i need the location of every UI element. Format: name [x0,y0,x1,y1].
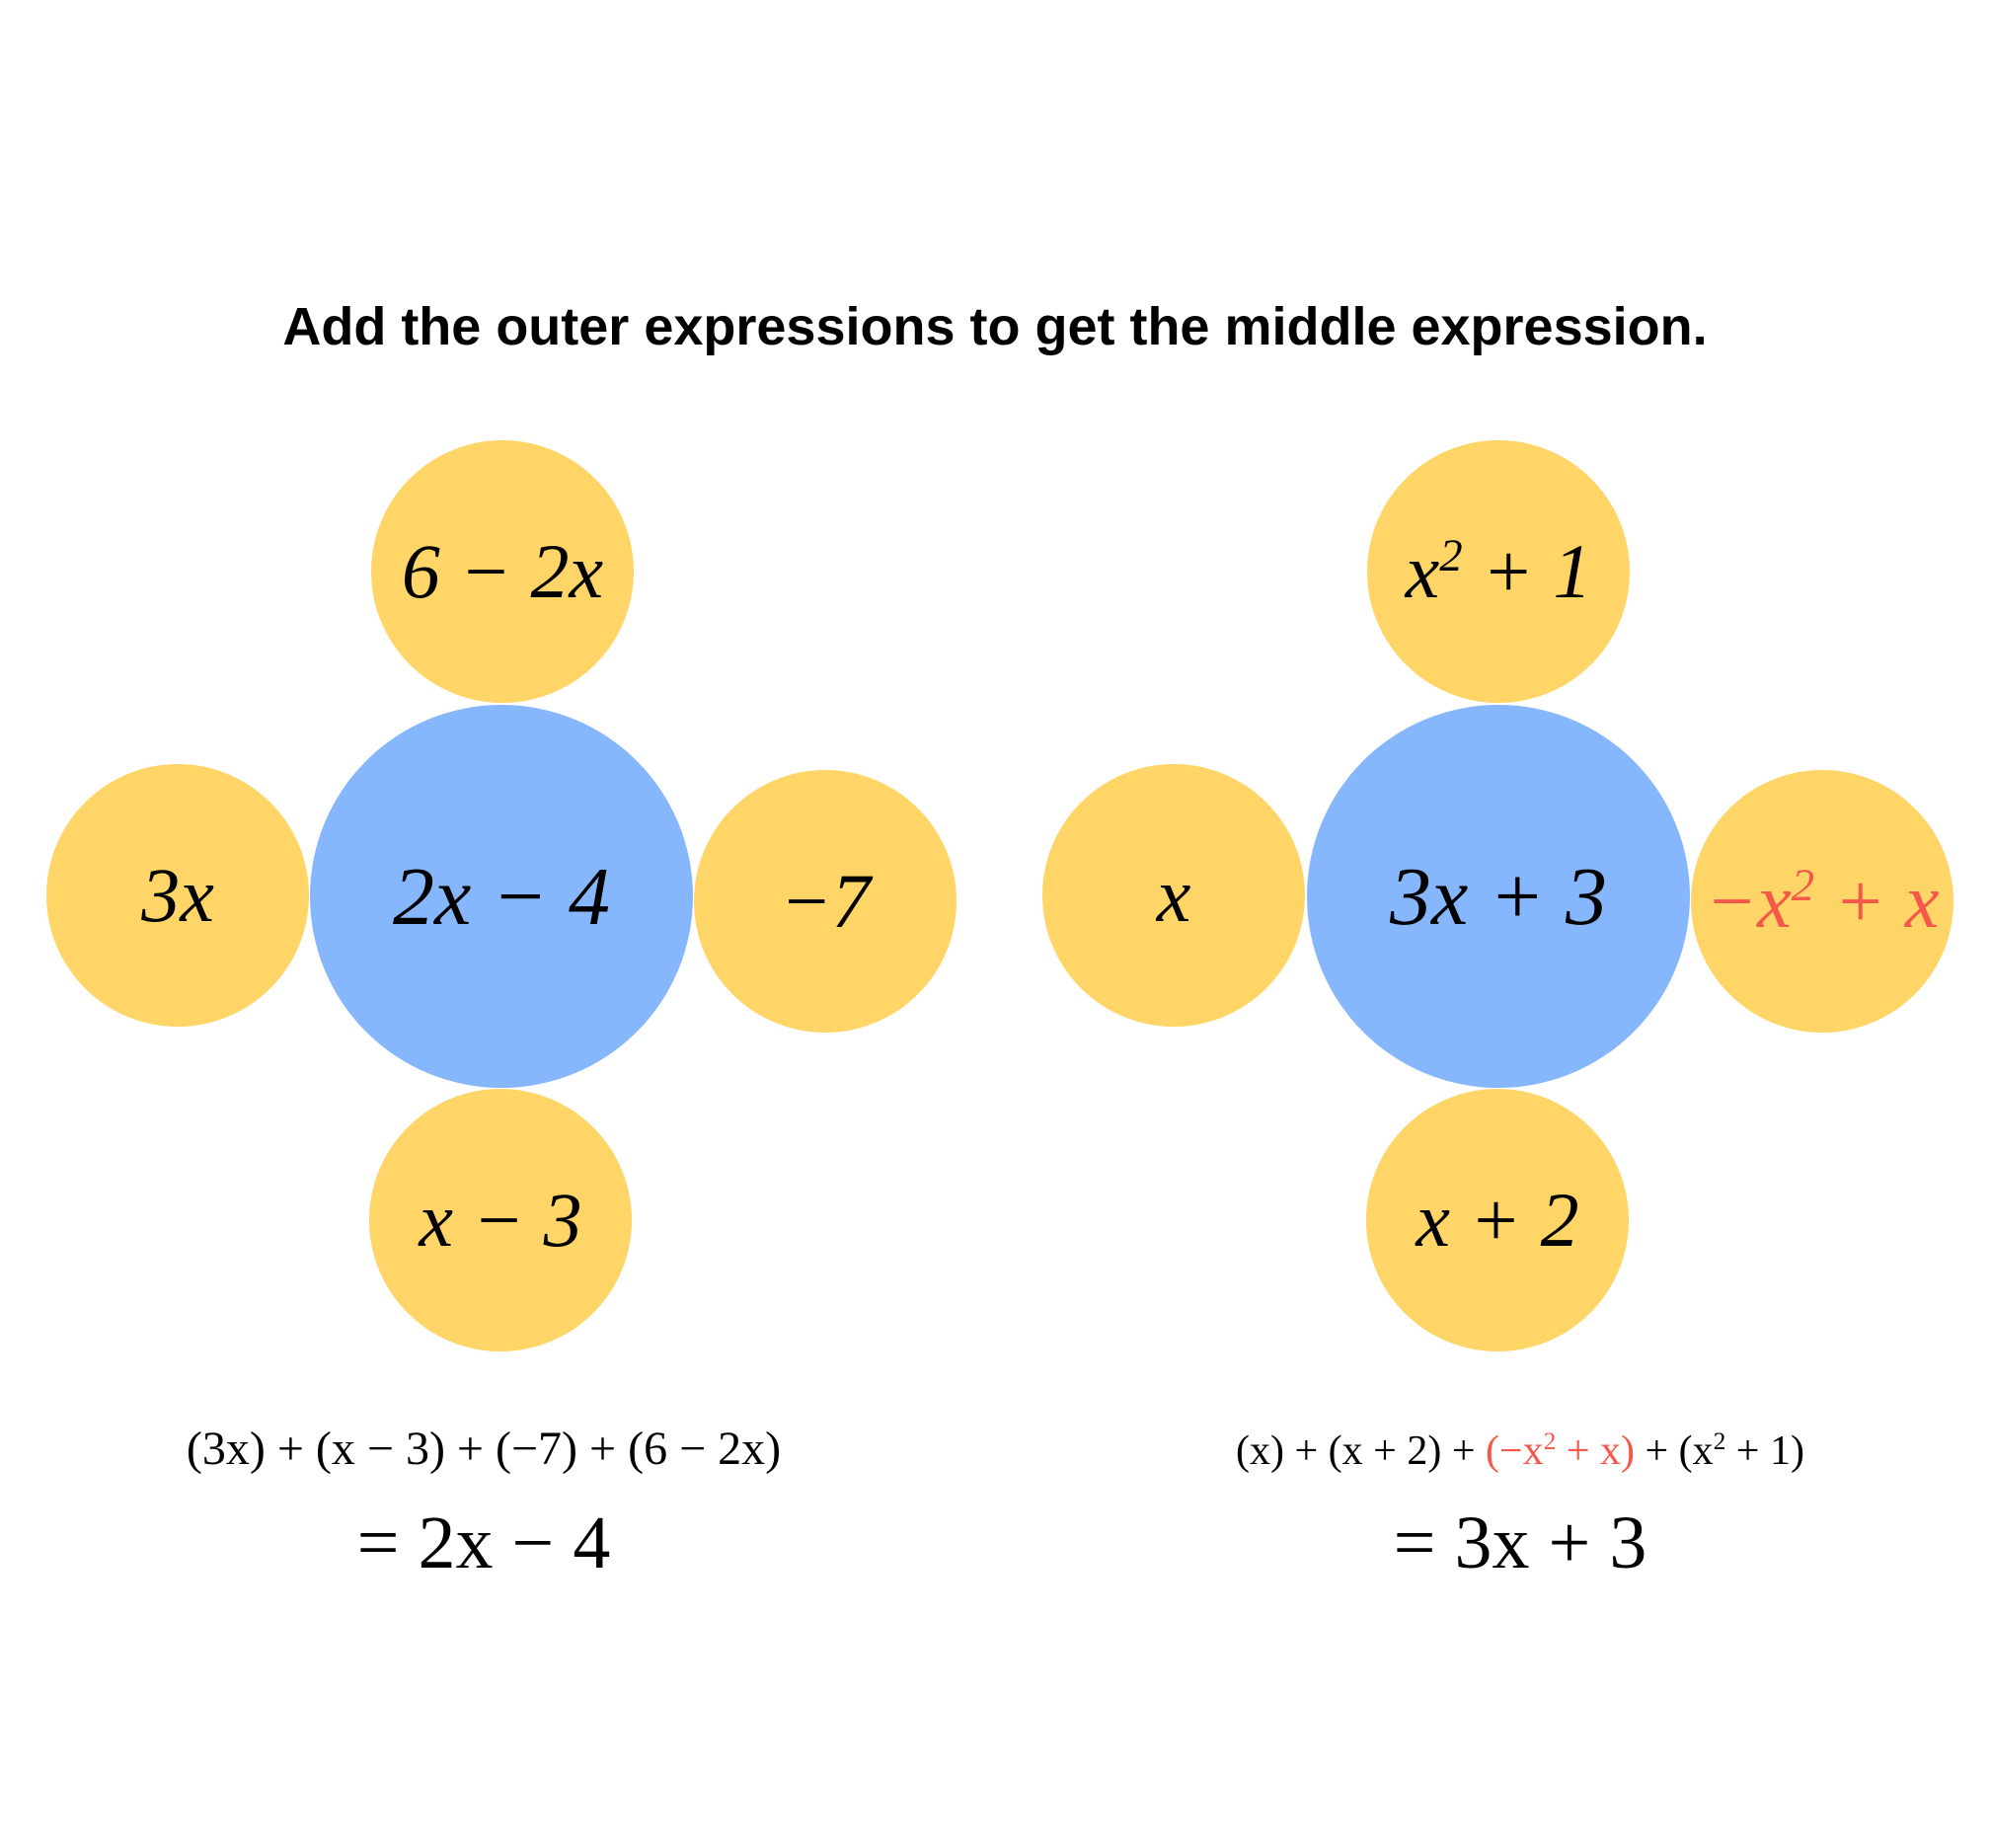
left-sum-equation: (3x) + (x − 3) + (−7) + (6 − 2x) [186,1423,782,1475]
expression: 6 − 2x [401,528,604,614]
right-right-circle: −x2 + x [1691,770,1953,1033]
left-right-circle: −7 [694,770,957,1033]
expression: 2x − 4 [393,850,610,943]
expression: x [1156,852,1191,938]
left-center-circle: 2x − 4 [310,705,693,1088]
left-result-equation: = 2x − 4 [356,1502,611,1584]
expression: 3x + 3 [1390,850,1607,943]
expression-highlighted: −x2 + x [1705,858,1940,944]
left-top-circle: 6 − 2x [371,440,634,703]
highlighted-term: (−x2 + x) [1486,1428,1635,1474]
expression: x2 + 1 [1405,528,1592,614]
left-left-circle: 3x [46,764,309,1027]
expression: x − 3 [419,1177,582,1263]
expression: 3x [141,852,214,938]
instruction-title: Add the outer expressions to get the mid… [282,297,1708,356]
left-bottom-circle: x − 3 [369,1089,632,1351]
expression: −7 [780,858,871,944]
right-top-circle: x2 + 1 [1367,440,1630,703]
right-result-equation: = 3x + 3 [1393,1502,1647,1584]
right-sum-equation: (x) + (x + 2) + (−x2 + x) + (x2 + 1) [1236,1428,1804,1474]
right-left-circle: x [1042,764,1305,1027]
right-bottom-circle: x + 2 [1366,1089,1629,1351]
right-center-circle: 3x + 3 [1307,705,1690,1088]
expression: x + 2 [1416,1177,1579,1263]
